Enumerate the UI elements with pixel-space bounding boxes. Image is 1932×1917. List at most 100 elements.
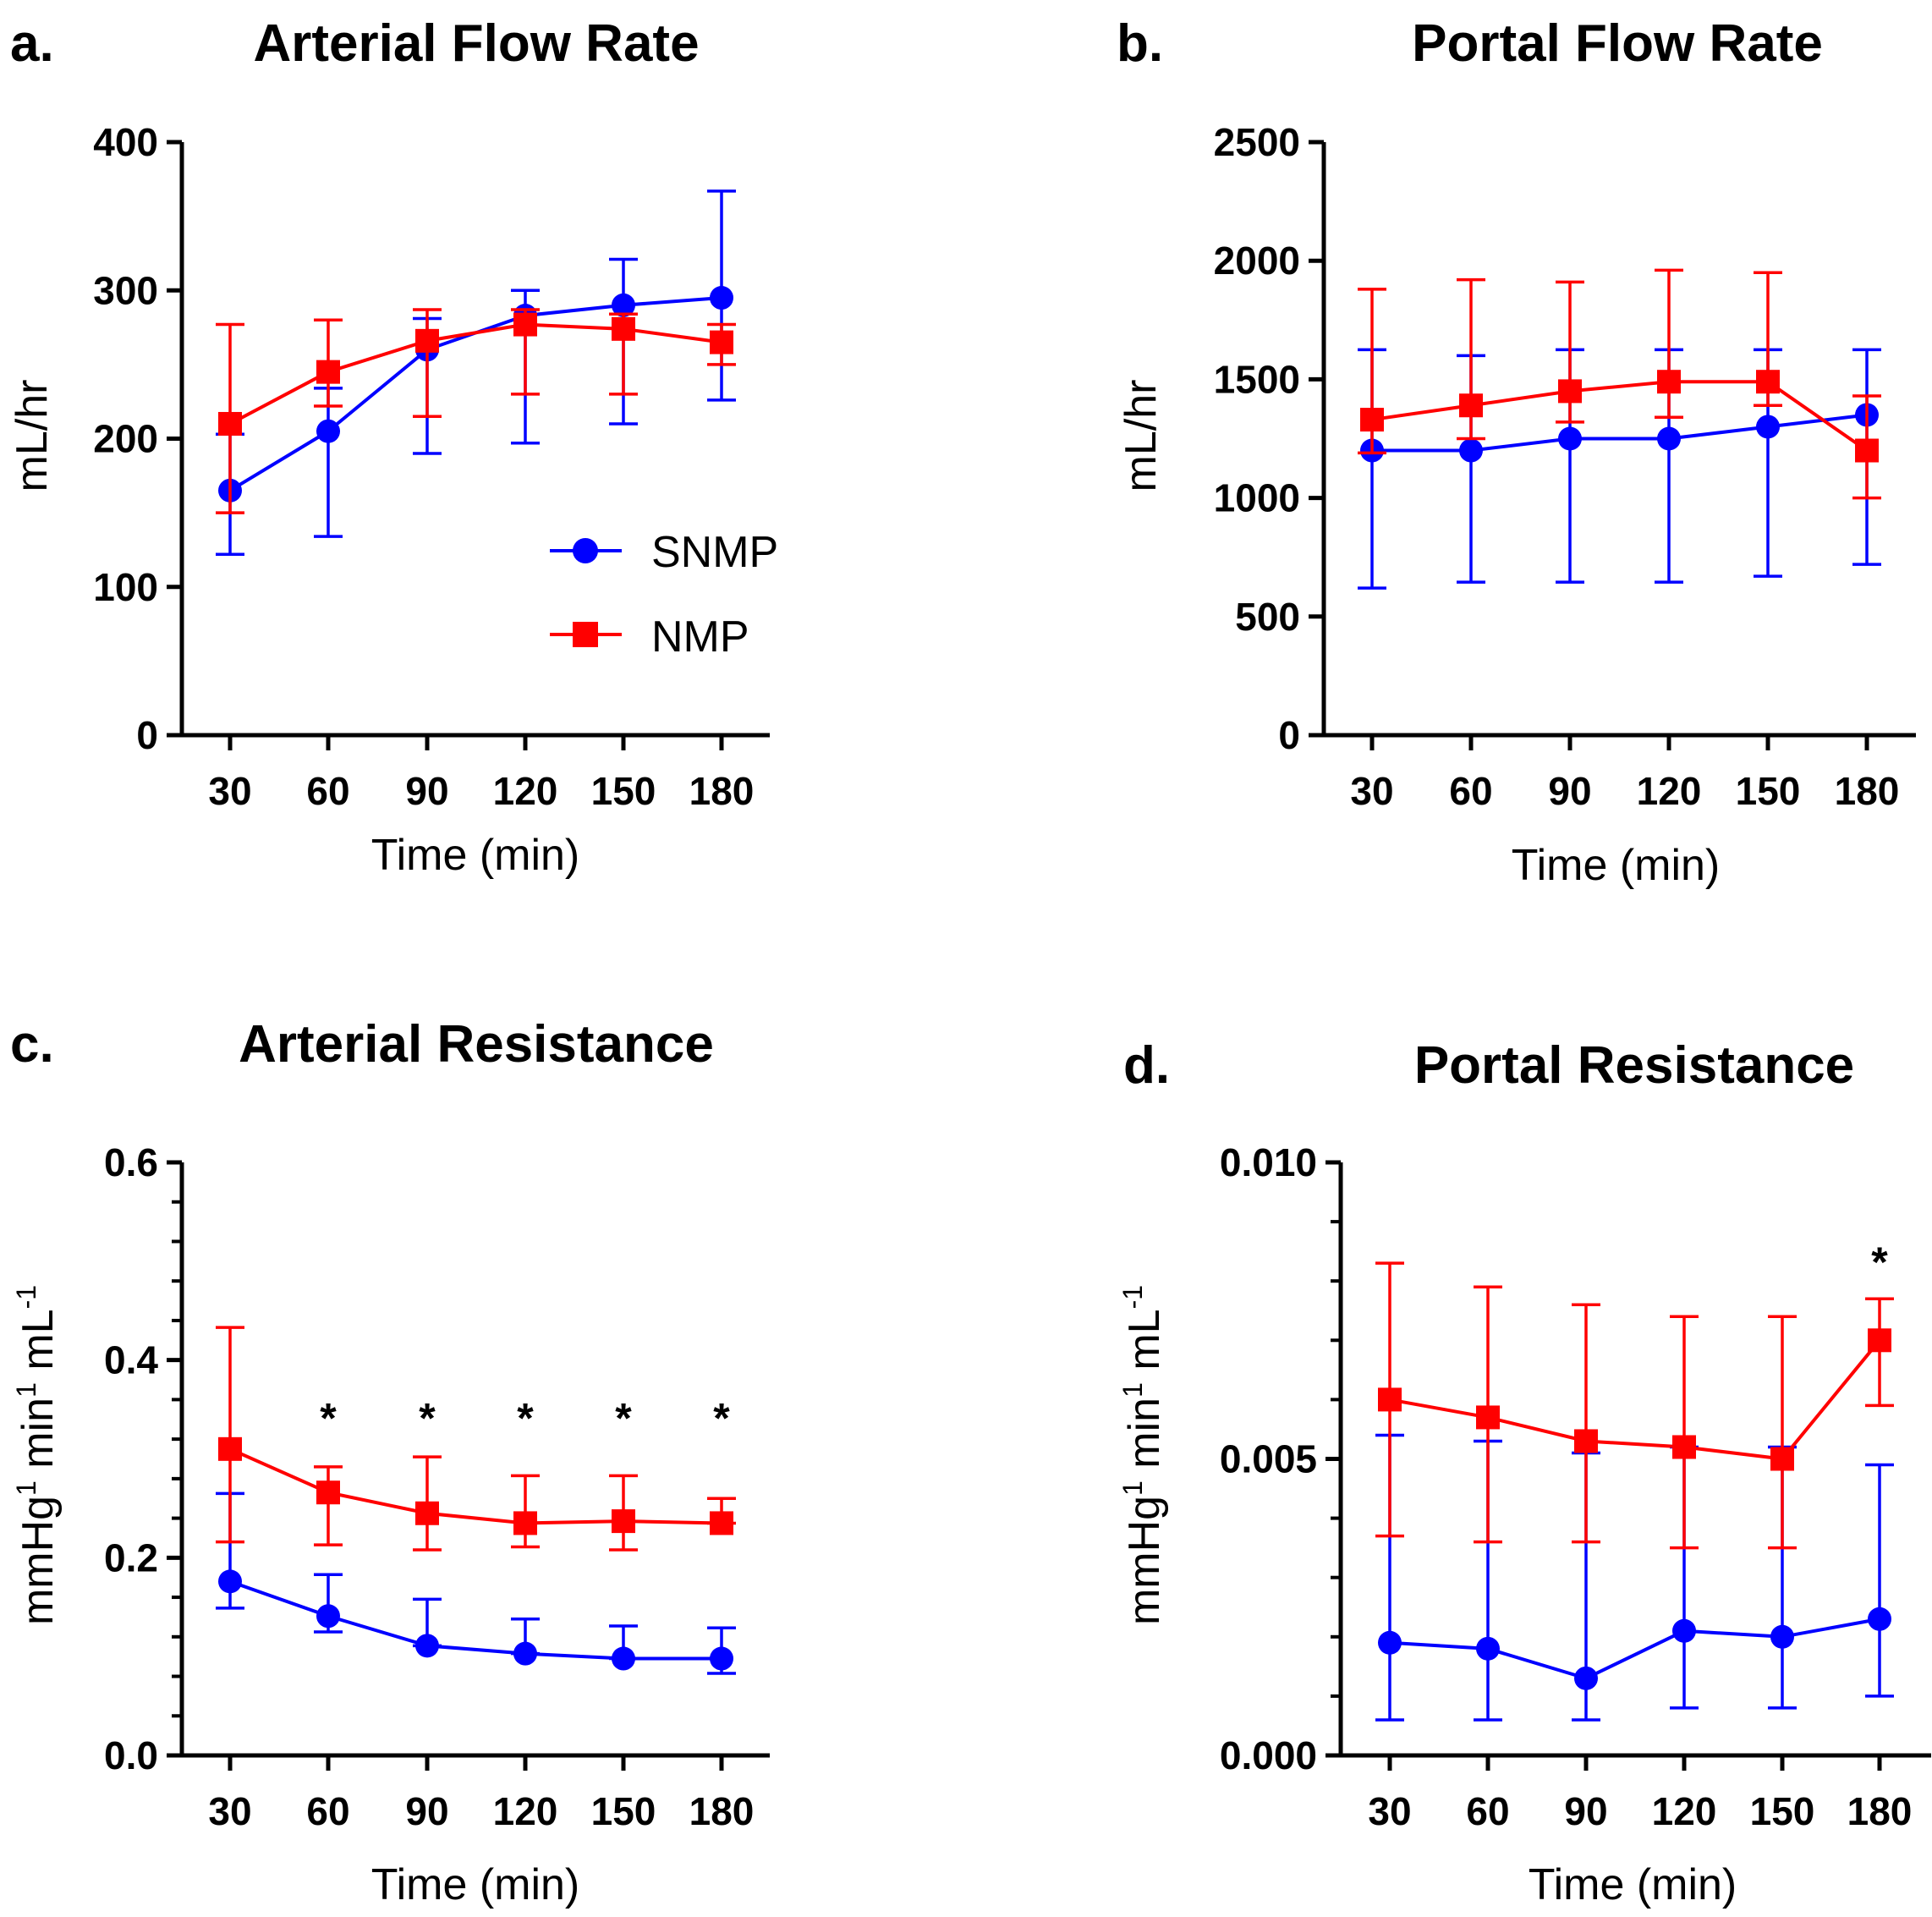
data-point-nmp xyxy=(1672,1435,1696,1459)
chart-title-b: Portal Flow Rate xyxy=(1412,14,1823,73)
y-tick-label: 0.0 xyxy=(104,1733,158,1777)
x-tick-label: 120 xyxy=(1652,1789,1717,1833)
chart-title-c: Arterial Resistance xyxy=(239,1015,714,1074)
data-point-snmp xyxy=(415,1634,439,1658)
data-point-nmp xyxy=(1558,379,1582,404)
x-tick-label: 150 xyxy=(1750,1789,1815,1833)
data-point-nmp xyxy=(612,316,635,341)
data-point-nmp xyxy=(1360,408,1384,432)
x-axis-label-b: Time (min) xyxy=(1512,841,1721,890)
data-point-snmp xyxy=(1756,415,1780,439)
y-tick-label: 300 xyxy=(93,268,158,312)
chart-title-a: Arterial Flow Rate xyxy=(253,14,699,73)
x-tick-label: 150 xyxy=(1736,769,1801,813)
data-point-nmp xyxy=(1476,1405,1500,1430)
y-axis-label-a: mL/hr xyxy=(8,380,57,492)
y-tick-label: 400 xyxy=(93,120,158,164)
significance-star: * xyxy=(615,1395,632,1442)
data-point-snmp xyxy=(1657,426,1681,451)
panel-letter-c: c. xyxy=(10,1015,54,1074)
y-tick-label: 0.000 xyxy=(1220,1733,1317,1777)
x-tick-label: 60 xyxy=(1449,769,1492,813)
x-tick-label: 30 xyxy=(208,769,251,813)
data-point-nmp xyxy=(218,411,242,436)
panel-letter-d: d. xyxy=(1123,1036,1170,1095)
y-tick-label: 0.010 xyxy=(1220,1140,1317,1184)
data-point-nmp xyxy=(1574,1429,1598,1453)
y-tick-label: 2000 xyxy=(1214,239,1300,283)
significance-star: * xyxy=(1871,1239,1888,1286)
plot-area-c: 0.0 0.2 0.4 0.6 30 60 90 120 150 180 * * * * * xyxy=(104,1140,770,1833)
data-point-nmp xyxy=(1855,438,1879,463)
data-point-snmp xyxy=(1378,1630,1402,1655)
data-point-nmp xyxy=(415,1501,439,1525)
data-point-snmp xyxy=(1558,426,1582,451)
y-tick-label: 100 xyxy=(93,565,158,609)
panel-d-portal-resistance: d. Portal Resistance mmHg1 min1 mL-1 Tim… xyxy=(1117,1036,1931,1909)
series-line-snmp xyxy=(229,1579,722,1661)
y-axis-label-d: mmHg1 min1 mL-1 xyxy=(1117,1285,1169,1625)
data-point-nmp xyxy=(1657,370,1681,394)
data-point-snmp xyxy=(1574,1666,1598,1690)
y-tick-label: 0.005 xyxy=(1220,1437,1317,1481)
x-tick-label: 150 xyxy=(591,1789,656,1833)
x-axis-label-c: Time (min) xyxy=(371,1860,580,1909)
data-point-snmp xyxy=(218,1569,242,1594)
y-label-c-part-1: mmHg xyxy=(14,1496,63,1625)
y-tick-label: 1500 xyxy=(1214,357,1300,401)
plot-area-b: 0 500 1000 1500 2000 2500 30 60 90 120 150 180 xyxy=(1214,120,1916,813)
data-point-nmp xyxy=(1868,1328,1891,1353)
data-point-snmp xyxy=(1770,1624,1794,1649)
significance-star: * xyxy=(517,1395,534,1442)
y-label-d-part-2: min xyxy=(1120,1398,1169,1480)
x-tick-label: 180 xyxy=(689,1789,755,1833)
x-tick-label: 180 xyxy=(1835,769,1900,813)
plot-area-a: 0 100 200 300 400 30 60 90 120 150 180 xyxy=(93,120,770,813)
data-point-snmp xyxy=(710,1646,733,1671)
data-point-nmp xyxy=(513,1511,537,1535)
y-label-c-sup-2: 1 xyxy=(11,1382,41,1398)
y-tick-label: 0.6 xyxy=(104,1140,158,1184)
x-tick-label: 60 xyxy=(1466,1789,1509,1833)
x-tick-label: 30 xyxy=(1368,1789,1411,1833)
data-point-snmp xyxy=(1476,1636,1500,1661)
significance-star: * xyxy=(320,1395,337,1442)
series-line-snmp xyxy=(1389,1617,1880,1681)
data-point-snmp xyxy=(316,1604,340,1629)
legend-label-nmp: NMP xyxy=(651,612,749,662)
data-point-snmp xyxy=(612,293,635,317)
y-tick-label: 500 xyxy=(1235,595,1300,639)
data-point-nmp xyxy=(1378,1387,1402,1412)
y-label-d-sup-2: 1 xyxy=(1117,1382,1148,1398)
data-point-nmp xyxy=(218,1436,242,1461)
y-tick-label: 0 xyxy=(1278,713,1300,757)
x-tick-label: 120 xyxy=(1637,769,1702,813)
significance-star: * xyxy=(419,1395,436,1442)
x-tick-label: 180 xyxy=(1847,1789,1913,1833)
significance-star: * xyxy=(713,1395,730,1442)
legend: SNMP NMP xyxy=(550,528,778,662)
x-tick-label: 180 xyxy=(689,769,755,813)
y-label-d-sup-1: 1 xyxy=(1117,1480,1148,1496)
data-point-nmp xyxy=(710,330,733,354)
series-line-nmp xyxy=(229,1447,722,1525)
data-point-nmp xyxy=(1459,393,1483,418)
x-tick-label: 90 xyxy=(1548,769,1591,813)
y-label-d-sup-3: -1 xyxy=(1117,1285,1148,1309)
x-tick-label: 90 xyxy=(405,769,448,813)
legend-square-marker-icon xyxy=(573,622,598,647)
x-tick-label: 60 xyxy=(306,1789,349,1833)
x-tick-label: 120 xyxy=(493,1789,558,1833)
y-label-c-part-3: mL xyxy=(14,1309,63,1382)
panel-letter-b: b. xyxy=(1117,14,1163,73)
plot-area-d: 0.000 0.005 0.010 30 60 90 120 150 180 * xyxy=(1220,1140,1931,1833)
data-point-nmp xyxy=(513,312,537,337)
y-label-c-sup-1: 1 xyxy=(11,1480,41,1496)
data-point-snmp xyxy=(1459,438,1483,463)
series-line-nmp xyxy=(1389,1339,1881,1461)
x-tick-label: 60 xyxy=(306,769,349,813)
y-label-c-part-2: min xyxy=(14,1398,63,1480)
data-point-snmp xyxy=(513,1641,537,1666)
y-tick-label: 0 xyxy=(136,713,158,757)
legend-label-snmp: SNMP xyxy=(651,528,778,577)
